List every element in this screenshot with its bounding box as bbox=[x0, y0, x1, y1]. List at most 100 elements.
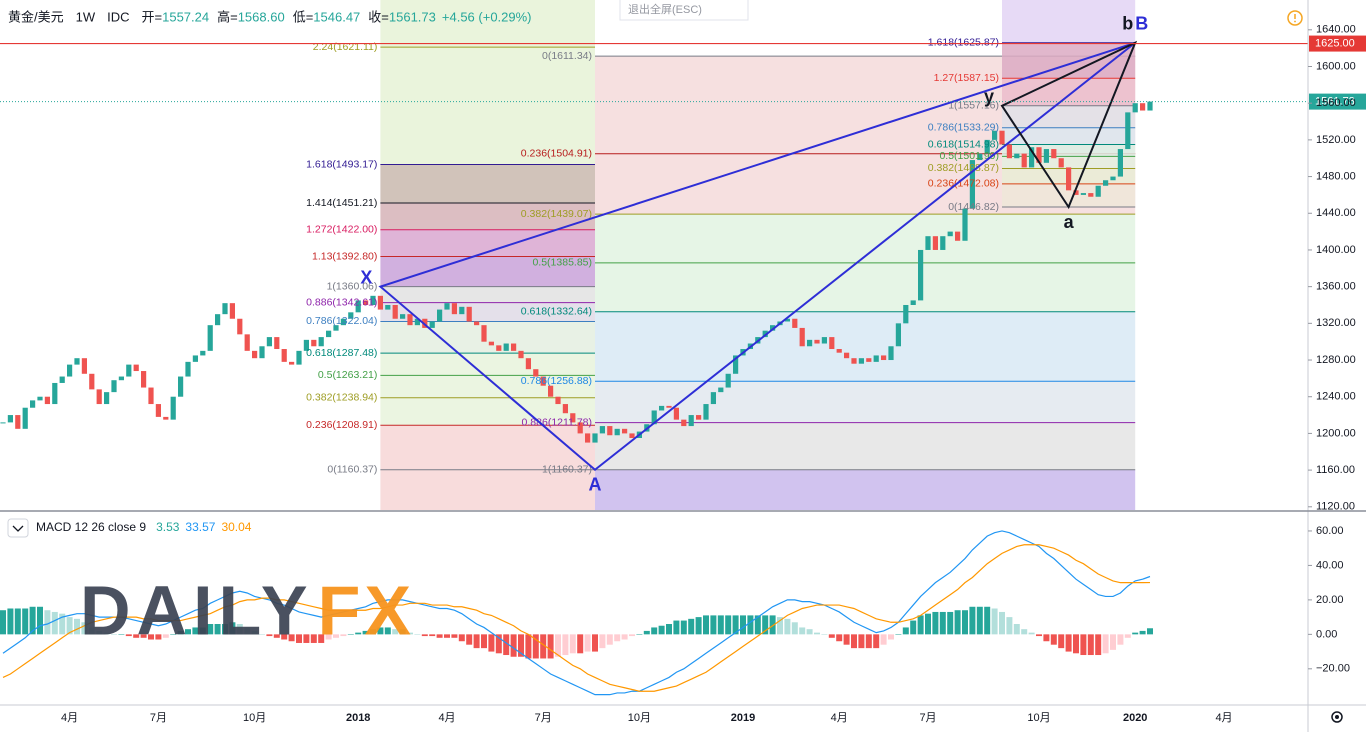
macd-histogram-bar bbox=[1147, 628, 1153, 635]
macd-histogram-bar bbox=[865, 634, 872, 649]
macd-histogram-bar bbox=[1102, 634, 1109, 654]
macd-histogram-bar bbox=[799, 627, 806, 635]
candle-body bbox=[503, 343, 509, 351]
macd-histogram-bar bbox=[984, 606, 991, 635]
macd-histogram-bar bbox=[407, 632, 413, 635]
fib-band bbox=[380, 425, 595, 470]
candle-body bbox=[74, 358, 80, 365]
candle-body bbox=[873, 355, 879, 362]
fib-band bbox=[1002, 0, 1136, 43]
fib-band bbox=[595, 262, 1136, 312]
macd-histogram-bar bbox=[362, 630, 369, 635]
fib-label: 0(1611.34) bbox=[542, 50, 592, 62]
macd-histogram-bar bbox=[717, 615, 724, 635]
macd-histogram-bar bbox=[318, 634, 325, 643]
candle-body bbox=[733, 355, 739, 374]
collapse-button[interactable] bbox=[7, 518, 29, 538]
x-tick-label: 7月 bbox=[919, 712, 936, 724]
macd-histogram-bar bbox=[1058, 634, 1065, 649]
macd-histogram-bar bbox=[155, 634, 162, 640]
settings-icon[interactable] bbox=[1331, 711, 1343, 723]
fib-band bbox=[380, 286, 595, 303]
macd-histogram-bar bbox=[1117, 634, 1124, 645]
macd-histogram-bar bbox=[902, 627, 909, 635]
price-tag-label: 1625.00 bbox=[1315, 37, 1355, 49]
candle-body bbox=[570, 413, 576, 423]
macd-histogram-bar bbox=[1043, 634, 1050, 642]
macd-histogram-bar bbox=[614, 634, 621, 642]
candle-body bbox=[1125, 112, 1131, 150]
candle-body bbox=[474, 321, 480, 326]
y-tick-label: 1560.00 bbox=[1316, 97, 1356, 109]
candle-body bbox=[577, 422, 583, 434]
candle-body bbox=[481, 325, 487, 342]
macd-histogram-bar bbox=[66, 617, 73, 635]
candle-body bbox=[1073, 190, 1079, 195]
exit-fullscreen-label[interactable]: 退出全屏(ESC) bbox=[628, 2, 702, 16]
y-tick-label: 1240.00 bbox=[1316, 391, 1356, 403]
macd-histogram-bar bbox=[784, 618, 791, 635]
candle-body bbox=[807, 339, 813, 347]
macd-histogram-bar bbox=[895, 634, 902, 635]
fib-band bbox=[380, 164, 595, 203]
macd-histogram-bar bbox=[199, 627, 206, 635]
macd-histogram-bar bbox=[140, 634, 147, 638]
pattern-point-label: B bbox=[1135, 14, 1148, 34]
macd-histogram-bar bbox=[858, 634, 865, 649]
macd-histogram-bar bbox=[81, 622, 88, 635]
candle-body bbox=[244, 334, 250, 351]
macd-histogram-bar bbox=[266, 634, 273, 637]
macd-histogram-bar bbox=[170, 634, 177, 635]
header-text: 收= bbox=[368, 9, 389, 24]
candle-body bbox=[22, 407, 28, 429]
candle-body bbox=[607, 426, 613, 436]
y-tick-label: 1280.00 bbox=[1316, 354, 1356, 366]
macd-histogram-bar bbox=[451, 634, 458, 638]
x-tick-label: 2018 bbox=[346, 712, 370, 724]
fib-label: 0.382(1439.07) bbox=[521, 208, 592, 220]
x-tick-label: 7月 bbox=[535, 712, 552, 724]
x-tick-label: 2019 bbox=[731, 712, 755, 724]
candle-body bbox=[821, 337, 827, 344]
fib-label: 0.786(1256.88) bbox=[521, 375, 592, 387]
candle-body bbox=[488, 341, 494, 346]
candle-body bbox=[192, 355, 198, 362]
candle-body bbox=[44, 396, 50, 405]
candle-body bbox=[37, 396, 43, 401]
fib-label: 0.618(1287.48) bbox=[306, 347, 377, 359]
macd-histogram-bar bbox=[695, 617, 702, 635]
y-tick-label: 60.00 bbox=[1316, 525, 1344, 537]
candle-body bbox=[266, 337, 272, 347]
candle-body bbox=[104, 392, 110, 405]
macd-histogram-bar bbox=[125, 634, 132, 637]
candle-body bbox=[252, 350, 258, 359]
candle-body bbox=[126, 364, 132, 377]
candle-body bbox=[525, 358, 531, 370]
macd-histogram-bar bbox=[880, 634, 887, 645]
macd-histogram-bar bbox=[740, 615, 746, 635]
candle-body bbox=[614, 428, 620, 436]
overlays: 0(1160.37) 0.236(1208.91) 0.382(1238.94) 0.… bbox=[0, 14, 1308, 649]
fib-label: 0.382(1488.87) bbox=[928, 162, 999, 174]
candle-body bbox=[651, 410, 657, 425]
candle-body bbox=[851, 358, 857, 364]
candle-body bbox=[133, 364, 139, 372]
candle-body bbox=[932, 236, 938, 250]
exit-fullscreen-button[interactable] bbox=[619, 0, 749, 21]
candle-body bbox=[1095, 185, 1101, 197]
macd-histogram-bar bbox=[939, 611, 946, 635]
fib-band bbox=[595, 214, 1136, 263]
fib-band bbox=[1002, 183, 1136, 208]
candle-body bbox=[407, 314, 413, 326]
fib-label: 1.13(1392.80) bbox=[312, 250, 377, 262]
candle-body bbox=[1043, 149, 1049, 163]
candle-body bbox=[7, 415, 13, 423]
alert-icon[interactable] bbox=[1287, 10, 1303, 26]
fib-band bbox=[380, 0, 595, 48]
macd-histogram-bar bbox=[414, 634, 421, 635]
macd-histogram-bar bbox=[347, 634, 354, 635]
macd-histogram-bar bbox=[969, 606, 976, 635]
macd-histogram-bar bbox=[1132, 632, 1139, 635]
fib-label: 1(1557.16) bbox=[948, 100, 999, 112]
candle-body bbox=[215, 314, 221, 326]
